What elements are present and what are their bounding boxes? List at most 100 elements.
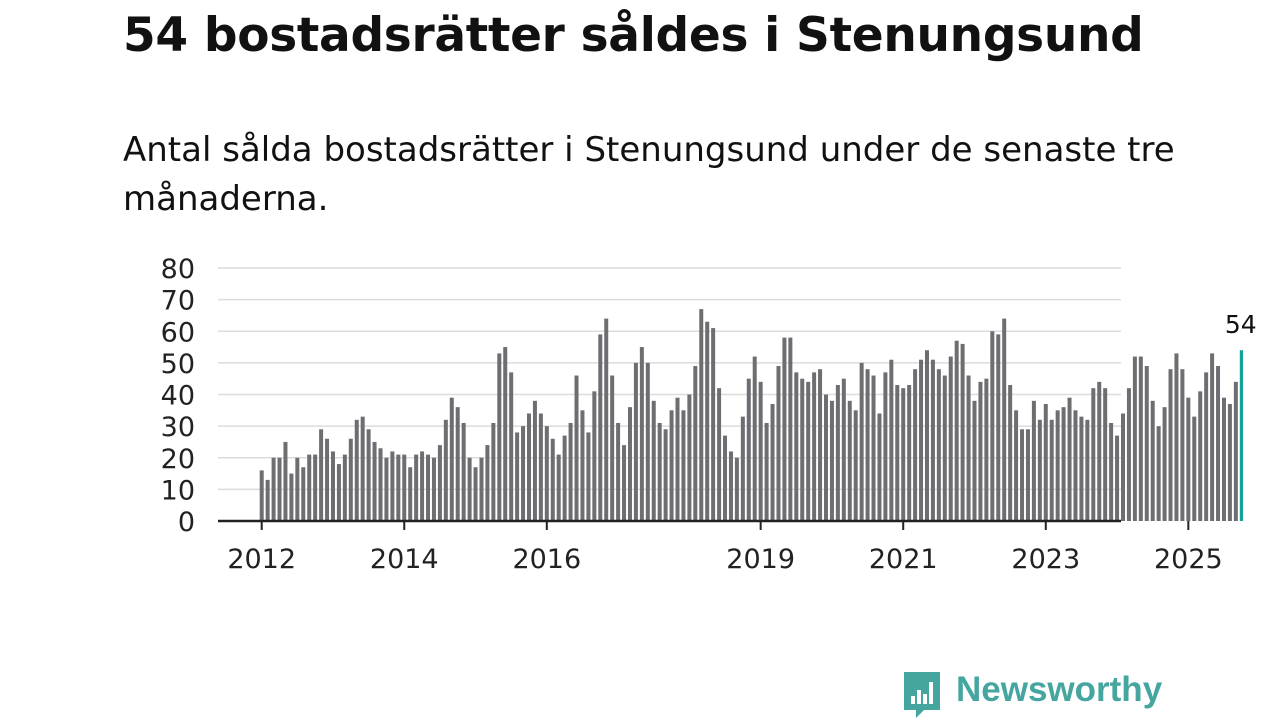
bar [651, 400, 656, 521]
bar [794, 372, 799, 521]
bar [919, 359, 924, 521]
bar [1049, 419, 1054, 521]
bar [1067, 397, 1072, 521]
bar [877, 413, 882, 521]
bar [966, 375, 971, 521]
x-tick-label: 2025 [1154, 544, 1223, 575]
bar [717, 388, 722, 521]
y-tick-label: 60 [161, 317, 195, 348]
bar [1008, 385, 1013, 521]
bar [705, 321, 710, 521]
bar [437, 445, 442, 521]
bar [633, 362, 638, 521]
bar [283, 441, 288, 521]
bar [568, 422, 573, 521]
bar [515, 432, 520, 521]
bar [782, 337, 787, 521]
bar [277, 457, 282, 521]
bar [954, 340, 959, 521]
bar [734, 457, 739, 521]
bar [1227, 403, 1232, 521]
bar [259, 470, 264, 521]
bar [865, 369, 870, 521]
bar [396, 454, 401, 521]
x-tick-label: 2016 [512, 544, 581, 575]
bar [728, 451, 733, 521]
bar [835, 385, 840, 521]
bar [592, 391, 597, 521]
bar [503, 347, 508, 521]
bar [996, 334, 1001, 521]
bar [972, 400, 977, 521]
bar [544, 426, 549, 521]
bar [1174, 353, 1179, 521]
bar [1085, 419, 1090, 521]
y-tick-label: 70 [161, 286, 195, 317]
bar [978, 381, 983, 521]
bar [1210, 353, 1215, 521]
bar [681, 410, 686, 521]
bar [538, 413, 543, 521]
bar [527, 413, 531, 521]
bar [604, 318, 609, 521]
x-tick-label: 2019 [726, 544, 795, 575]
bar [1192, 416, 1197, 521]
bar [936, 369, 941, 521]
bar [550, 438, 555, 521]
bar [467, 457, 472, 521]
bar [1002, 318, 1007, 521]
bar [336, 464, 341, 521]
bar [420, 451, 425, 521]
bar [342, 454, 347, 521]
bar [556, 454, 561, 521]
bar [841, 378, 846, 521]
bar [948, 356, 953, 521]
bar [598, 334, 603, 521]
bar [657, 422, 662, 521]
bar [1216, 366, 1221, 521]
bar [746, 378, 751, 521]
bar-latest [1239, 350, 1243, 521]
bar [818, 369, 823, 521]
bar [1103, 388, 1108, 521]
bar [1020, 429, 1025, 521]
bar [723, 435, 728, 521]
bar [942, 375, 947, 521]
bar [812, 372, 817, 521]
bar [824, 394, 828, 521]
bar [616, 422, 621, 521]
bar [1031, 400, 1036, 521]
bar [693, 366, 698, 521]
bar [764, 422, 769, 521]
y-tick-label: 10 [161, 475, 195, 506]
bar [901, 388, 906, 521]
bar [1221, 397, 1226, 521]
x-tick-label: 2023 [1011, 544, 1080, 575]
bar [687, 394, 692, 521]
bar [384, 457, 389, 521]
bar [1043, 403, 1048, 521]
x-tick-label: 2021 [869, 544, 938, 575]
bar [348, 438, 353, 521]
y-tick-label: 0 [178, 507, 195, 538]
bar [847, 400, 852, 521]
bar [271, 457, 276, 521]
bar [301, 467, 306, 521]
bar [1150, 400, 1155, 521]
bar [372, 441, 377, 521]
bar [390, 451, 395, 521]
bar [521, 426, 526, 521]
bar [889, 359, 894, 521]
bar [562, 435, 567, 521]
last-value-label: 54 [1225, 310, 1257, 339]
y-tick-label: 80 [161, 254, 195, 285]
bar [1198, 391, 1203, 521]
bar [1180, 369, 1185, 521]
bar [699, 309, 704, 521]
bars [259, 309, 1243, 521]
bar [378, 448, 383, 521]
bar [295, 457, 300, 521]
bar [1233, 381, 1238, 521]
